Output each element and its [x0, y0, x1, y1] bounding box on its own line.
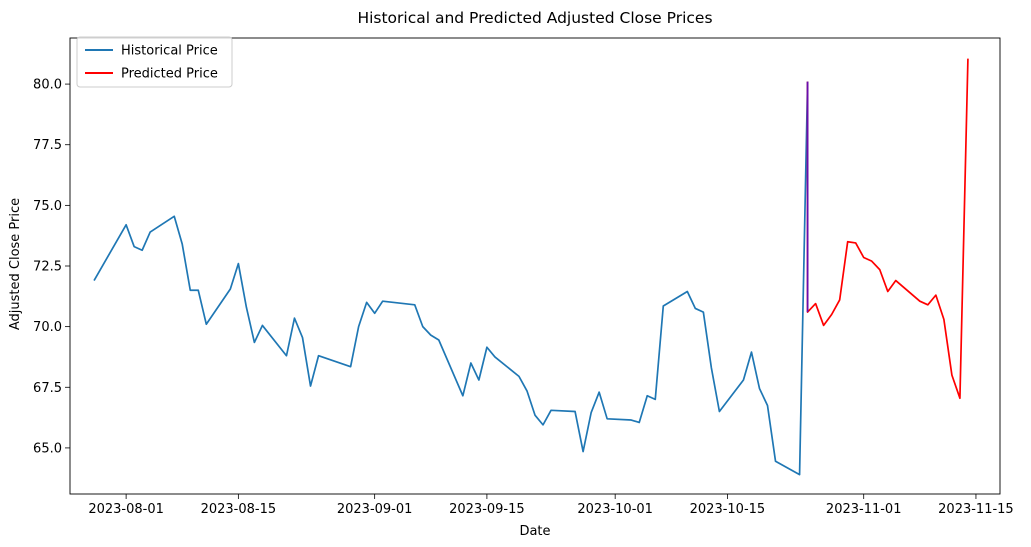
y-tick-label: 77.5 [33, 138, 62, 153]
axes-frame [69, 37, 1001, 495]
legend: Historical Price Predicted Price [76, 36, 233, 88]
x-tick-label: 2023-09-01 [337, 502, 413, 517]
x-axis-title: Date [519, 524, 550, 539]
y-tick-label: 72.5 [33, 260, 62, 275]
x-tick-label: 2023-09-15 [449, 502, 525, 517]
y-tick-label: 67.5 [33, 381, 62, 396]
plot-area: 2023-08-01 2023-08-15 2023-09-01 2023-09-15… [33, 37, 1014, 517]
x-tick-label: 2023-11-01 [826, 502, 902, 517]
x-tick-label: 2023-11-15 [938, 502, 1014, 517]
legend-label-predicted: Predicted Price [121, 67, 218, 82]
y-tick-label: 75.0 [33, 199, 62, 214]
legend-label-historical: Historical Price [121, 44, 218, 59]
y-tick-label: 70.0 [33, 320, 62, 335]
y-tick-label: 80.0 [33, 78, 62, 93]
series-line-historical [93, 81, 809, 476]
y-tick-label: 65.0 [33, 441, 62, 456]
x-tick-label: 2023-10-15 [690, 502, 766, 517]
legend-box [76, 36, 233, 88]
x-tick-label: 2023-08-15 [201, 502, 277, 517]
series-line-predicted [806, 58, 969, 400]
y-axis-title: Adjusted Close Price [8, 198, 23, 330]
x-tick-label: 2023-08-01 [88, 502, 164, 517]
chart-title: Historical and Predicted Adjusted Close … [357, 9, 712, 27]
x-tick-label: 2023-10-01 [577, 502, 653, 517]
